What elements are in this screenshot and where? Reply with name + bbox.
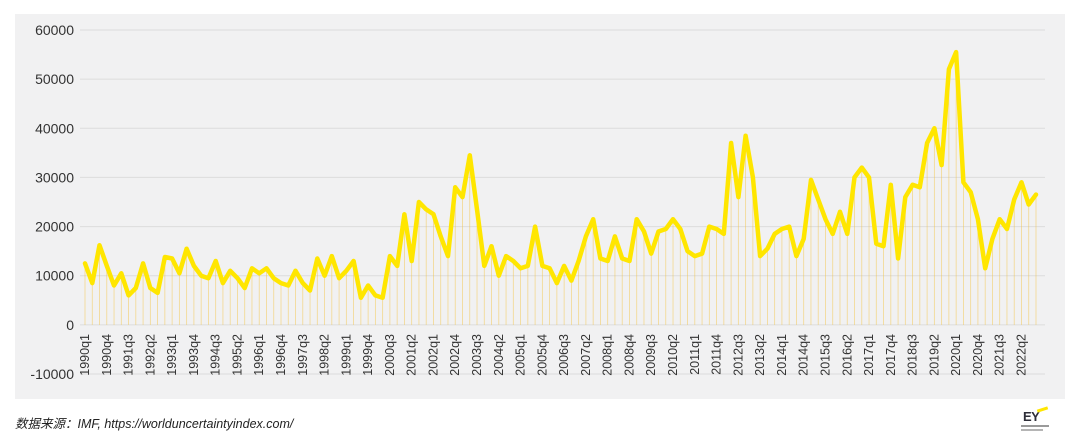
x-tick-label: 2000q3	[383, 334, 397, 376]
x-tick-label: 2022q2	[1014, 334, 1028, 376]
x-tick-label: 2011q1	[688, 334, 702, 375]
x-tick-label: 1990q1	[78, 334, 92, 376]
x-tick-label: 1999q4	[361, 334, 375, 376]
x-tick-label: 2008q1	[601, 334, 615, 376]
x-tick-label: 1998q2	[318, 334, 332, 376]
y-tick-label: 50000	[35, 71, 74, 87]
y-tick-label: 40000	[35, 120, 74, 136]
x-tick-label: 1992q2	[143, 334, 157, 376]
x-tick-label: 2003q3	[470, 334, 484, 376]
x-tick-label: 2021q3	[993, 334, 1007, 376]
x-tick-label: 1995q2	[230, 334, 244, 376]
y-tick-label: 10000	[35, 268, 74, 284]
x-tick-label: 1997q3	[296, 334, 310, 376]
x-tick-label: 2017q4	[884, 334, 898, 376]
y-axis: -10000 0 10000 20000 30000 40000 50000 60000	[30, 22, 74, 382]
x-tick-label: 2005q1	[514, 334, 528, 376]
x-tick-label: 2005q4	[535, 334, 549, 376]
x-tick-label: 2010q2	[666, 334, 680, 376]
x-tick-label: 1994q3	[209, 334, 223, 376]
x-tick-label: 1990q4	[100, 334, 114, 376]
x-tick-label: 2004q2	[492, 334, 506, 376]
x-tick-label: 2007q2	[579, 334, 593, 376]
x-tick-label: 2012q3	[731, 334, 745, 376]
x-tick-label: 2014q1	[775, 334, 789, 376]
x-tick-label: 1996q4	[274, 334, 288, 376]
logo-tagline-2	[1021, 429, 1043, 431]
x-tick-label: 2019q2	[927, 334, 941, 376]
x-tick-label: 2001q2	[405, 334, 419, 376]
x-tick-label: 2020q4	[971, 334, 985, 376]
logo-beam	[1036, 406, 1049, 413]
y-tick-label: 60000	[35, 22, 74, 38]
x-tick-label: 2020q1	[949, 334, 963, 376]
x-tick-label: 2011q4	[710, 334, 724, 375]
x-tick-label: 1993q4	[187, 334, 201, 376]
x-tick-label: 1999q1	[339, 334, 353, 376]
ey-logo: EY	[1020, 404, 1050, 438]
y-tick-label: 20000	[35, 219, 74, 235]
x-tick-label: 2002q4	[448, 334, 462, 376]
y-tick-label: 0	[66, 317, 74, 333]
x-tick-label: 2013q2	[753, 334, 767, 376]
logo-text: EY	[1023, 409, 1040, 424]
series-line	[82, 49, 1039, 301]
y-tick-label: -10000	[30, 366, 74, 382]
x-tick-label: 2009q3	[644, 334, 658, 376]
y-tick-label: 30000	[35, 169, 74, 185]
x-tick-label: 2018q3	[906, 334, 920, 376]
x-tick-label: 2017q1	[862, 334, 876, 376]
x-tick-label: 2016q2	[840, 334, 854, 376]
logo-tagline	[1021, 425, 1049, 427]
x-tick-label: 2015q3	[818, 334, 832, 376]
x-tick-label: 2014q4	[797, 334, 811, 376]
source-note: 数据来源：IMF, https://worlduncertaintyindex.…	[15, 417, 294, 431]
line-chart: -10000 0 10000 20000 30000 40000 50000 60000 19…	[30, 22, 1045, 382]
x-axis: 1990q1 1990q4 1991q3 1992q2 1993q1 1993q4 1994…	[78, 334, 1028, 376]
x-tick-label: 1993q1	[165, 334, 179, 376]
x-tick-label: 2006q3	[557, 334, 571, 376]
gridlines	[80, 29, 1045, 375]
x-tick-label: 2008q4	[622, 334, 636, 376]
x-tick-label: 1996q1	[252, 334, 266, 376]
x-tick-label: 2002q1	[426, 334, 440, 376]
x-tick-label: 1991q3	[122, 334, 136, 376]
